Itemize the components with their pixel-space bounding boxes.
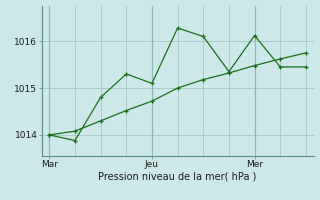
X-axis label: Pression niveau de la mer( hPa ): Pression niveau de la mer( hPa ) bbox=[99, 172, 257, 182]
